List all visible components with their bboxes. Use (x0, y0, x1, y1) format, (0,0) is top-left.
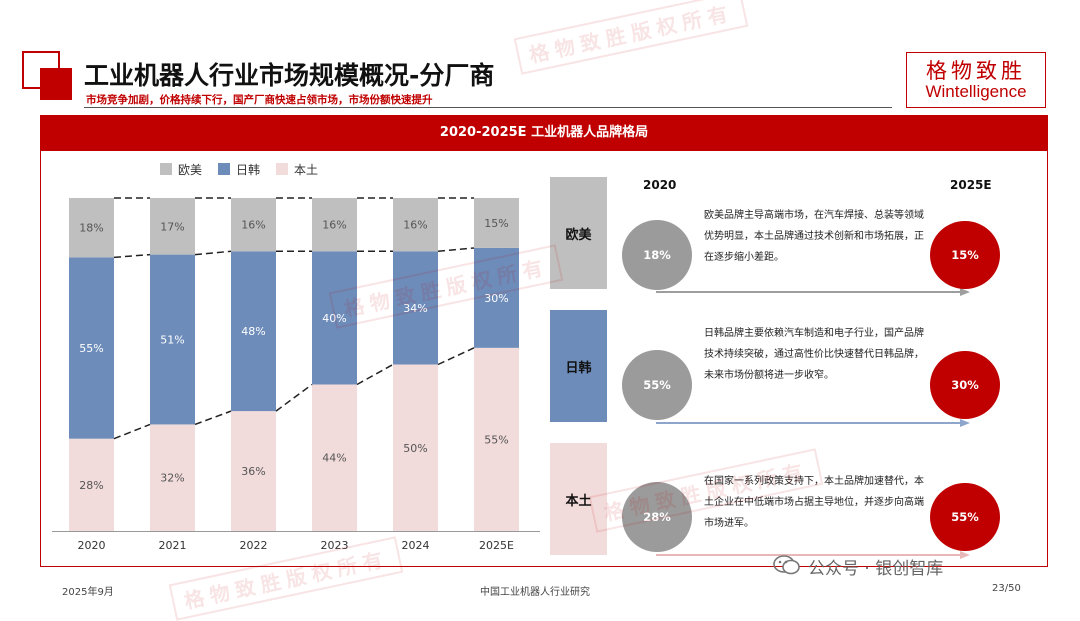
share-to-circle: 30% (930, 351, 1000, 419)
bar-segment (312, 198, 357, 252)
bar-segment (474, 198, 519, 248)
footer-page-number: 23/50 (992, 583, 1021, 594)
bar-segment (150, 254, 195, 425)
legend-swatch (160, 163, 172, 175)
data-label: 55% (484, 433, 508, 446)
data-label: 30% (484, 292, 508, 305)
connector-line (113, 253, 151, 259)
bar-segment (69, 257, 114, 439)
data-label: 44% (322, 452, 346, 465)
legend-swatch (276, 163, 289, 175)
bar-segment (150, 424, 195, 531)
section-banner (40, 115, 1048, 151)
section-banner-title: 2020-2025E 工业机器人品牌格局 (439, 125, 649, 140)
legend-item: 本土 (276, 161, 318, 177)
legend-label: 本土 (294, 162, 319, 177)
x-tick-label: 2025E (479, 539, 514, 552)
wechat-account-label: 公众号 · 银创智库 (808, 559, 944, 579)
footer-report-name: 中国工业机器人行业研究 (480, 587, 590, 598)
category-description: 在国家一系列政策支持下，本土品牌加速替代，本土企业在中低端市场占据主导地位，并逐… (704, 476, 924, 529)
bar-segment (69, 438, 114, 531)
stacked-bar-chart: 28% 55% 18% 2020 32% 51% 17% 2021 36% 48% 16% 2022 4… (52, 197, 540, 552)
bar-segment (150, 198, 195, 255)
data-label: 40% (322, 312, 346, 325)
trend-arrow-head (960, 288, 970, 296)
wechat-icon (773, 555, 800, 575)
connector-line (437, 247, 475, 253)
bar-segment (69, 198, 114, 258)
data-label: 36% (241, 465, 265, 478)
connector-line (356, 363, 394, 386)
logo-square-fill (40, 68, 72, 100)
brand-name-cn: 格物致胜 (926, 59, 1026, 83)
legend-label: 欧美 (178, 162, 203, 177)
data-label: 34% (403, 302, 427, 315)
bar-segment (393, 198, 438, 252)
bar-segment (312, 384, 357, 531)
data-label: 28% (79, 479, 103, 492)
trend-arrow-head (960, 419, 970, 427)
data-label: 16% (241, 219, 265, 232)
data-label: 18% (79, 222, 103, 235)
category-block: 日韩 (550, 310, 607, 422)
brand-name-en: Wintelligence (925, 82, 1027, 101)
data-label: 15% (484, 217, 508, 230)
share-from-circle: 18% (622, 220, 692, 290)
x-tick-label: 2022 (240, 539, 268, 552)
share-from-circle: 28% (622, 482, 692, 552)
year-to-label: 2025E (950, 178, 992, 192)
connector-line (275, 383, 313, 412)
bar-segment (231, 198, 276, 252)
bar-segment (393, 364, 438, 531)
share-from-circle: 55% (622, 350, 692, 420)
x-tick-label: 2024 (402, 539, 430, 552)
bar-segment (231, 251, 276, 412)
chart-legend: 欧美 日韩 本土 (160, 161, 318, 177)
bar-segment (231, 411, 276, 531)
bar-segment (393, 251, 438, 365)
x-tick-label: 2020 (78, 539, 106, 552)
bar-segment (474, 347, 519, 531)
category-description: 日韩品牌主要依赖汽车制造和电子行业，国产品牌技术持续突破，通过高性价比快速替代日… (704, 328, 924, 381)
share-to-circle: 15% (930, 221, 1000, 289)
content-frame (40, 151, 1048, 567)
data-label: 17% (160, 220, 184, 233)
bar-segment (474, 247, 519, 348)
year-from-label: 2020 (643, 178, 677, 192)
category-description: 欧美品牌主导高端市场，在汽车焊接、总装等领域优势明显，本土品牌通过技术创新和市场… (704, 210, 924, 263)
legend-item: 欧美 (160, 161, 202, 177)
category-block: 本土 (550, 443, 607, 555)
data-label: 32% (160, 472, 184, 485)
connector-line (437, 347, 475, 366)
connector-line (113, 423, 151, 440)
comparison-arrows (656, 288, 970, 559)
bar-segment (312, 251, 357, 385)
connector-line (194, 410, 232, 426)
data-label: 55% (79, 342, 103, 355)
page-subtitle: 市场竞争加剧，价格持续下行，国产厂商快速占领市场，市场份额快速提升 (86, 94, 433, 106)
data-label: 16% (403, 219, 427, 232)
trend-arrow-head (960, 551, 970, 559)
data-label: 48% (241, 325, 265, 338)
share-to-circle: 55% (930, 483, 1000, 551)
connector-line (194, 250, 232, 256)
data-label: 51% (160, 334, 184, 347)
data-label: 50% (403, 442, 427, 455)
page-title: 工业机器人行业市场规模概况-分厂商 (84, 61, 495, 90)
footer-date: 2025年9月 (62, 587, 114, 598)
brand-logo-box (906, 52, 1046, 108)
legend-swatch (218, 163, 231, 175)
data-label: 16% (322, 219, 346, 232)
legend-label: 日韩 (236, 162, 261, 177)
header-divider (84, 107, 892, 108)
legend-item: 日韩 (218, 161, 260, 177)
x-tick-label: 2023 (321, 539, 349, 552)
category-block: 欧美 (550, 177, 607, 289)
x-tick-label: 2021 (159, 539, 187, 552)
